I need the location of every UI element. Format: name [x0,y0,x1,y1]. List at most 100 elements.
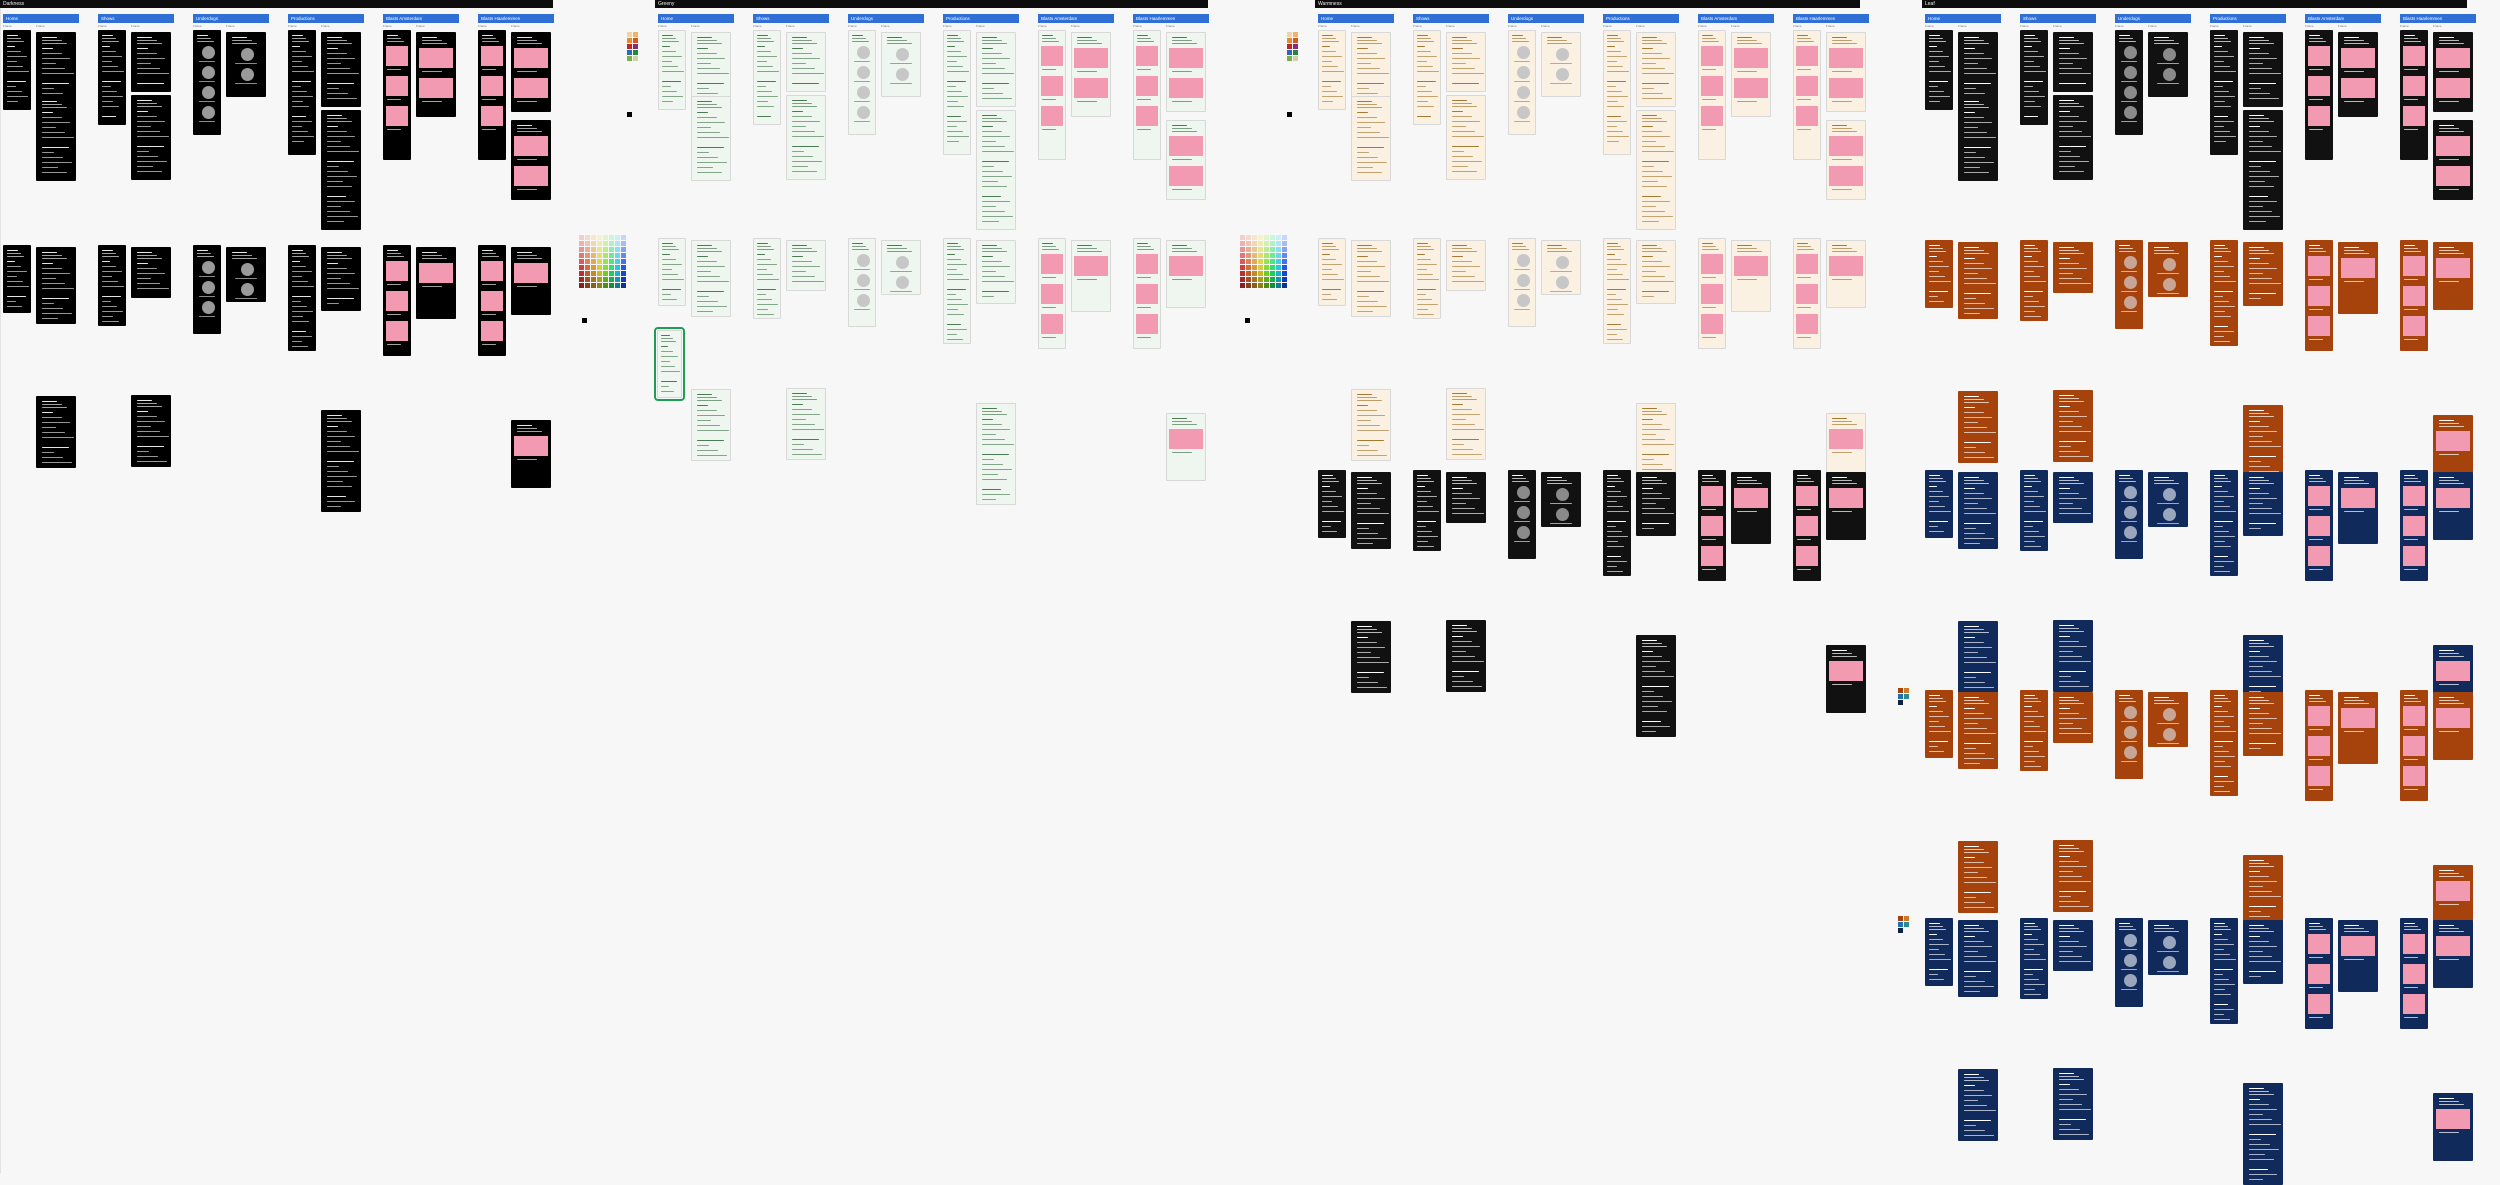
artboard-frame[interactable] [1351,472,1391,549]
page-tab-underdogs[interactable]: Underdogs [193,14,269,23]
color-swatch[interactable] [585,277,590,282]
color-swatch[interactable] [603,271,608,276]
color-swatch[interactable] [621,271,626,276]
color-swatch[interactable] [1270,253,1275,258]
artboard-home[interactable] [658,30,686,110]
artboard-frame[interactable] [1038,238,1066,349]
artboard-frame[interactable] [1446,388,1486,460]
color-swatch[interactable] [1904,922,1909,927]
color-swatch[interactable] [579,241,584,246]
artboard-underdogs[interactable] [1541,32,1581,97]
artboard-frame[interactable] [1351,389,1391,461]
artboard-frame[interactable] [1958,692,1998,769]
color-swatch[interactable] [1258,241,1263,246]
color-swatch[interactable] [585,271,590,276]
artboard-frame[interactable] [131,395,171,467]
artboard-blasts-haarlemmen[interactable] [1133,30,1161,160]
artboard-blasts-haarlemmen[interactable] [1826,120,1866,200]
artboard-frame[interactable] [1958,1069,1998,1141]
artboard-frame[interactable] [658,238,686,306]
artboard-shows[interactable] [1446,32,1486,92]
color-swatch[interactable] [1252,235,1257,240]
color-swatch[interactable] [603,259,608,264]
color-swatch[interactable] [1276,283,1281,288]
color-swatch[interactable] [1276,265,1281,270]
artboard-frame[interactable] [2053,620,2093,692]
artboard-frame[interactable] [36,396,76,468]
color-swatch[interactable] [591,241,596,246]
page-tab-blasts-amsterdam[interactable]: Blasts Amsterdam [1698,14,1774,23]
artboard-frame[interactable] [1413,470,1441,551]
color-swatch[interactable] [579,283,584,288]
color-swatch[interactable] [615,277,620,282]
color-swatch[interactable] [603,241,608,246]
color-swatch[interactable] [615,265,620,270]
artboard-shows[interactable] [2053,32,2093,92]
color-swatch[interactable] [1252,247,1257,252]
color-swatch[interactable] [1246,271,1251,276]
color-swatch[interactable] [1270,271,1275,276]
artboard-frame[interactable] [1166,413,1206,481]
artboard-frame[interactable] [2053,840,2093,912]
color-swatch[interactable] [621,277,626,282]
color-swatch[interactable] [1898,916,1903,921]
color-swatch[interactable] [1270,241,1275,246]
color-swatch[interactable] [1252,253,1257,258]
artboard-frame[interactable] [478,245,506,356]
color-swatch[interactable] [609,247,614,252]
color-swatch[interactable] [1270,277,1275,282]
section-header-green[interactable]: Greeny [655,0,1208,8]
color-swatch[interactable] [1240,265,1245,270]
artboard-frame[interactable] [2115,918,2143,1007]
artboard-frame[interactable] [2115,240,2143,329]
color-swatch[interactable] [609,265,614,270]
color-swatch[interactable] [633,50,638,55]
artboard-frame[interactable] [2433,692,2473,760]
color-swatch[interactable] [1246,277,1251,282]
artboard-frame[interactable] [2243,920,2283,984]
artboard-frame[interactable] [2400,690,2428,801]
color-swatch[interactable] [615,259,620,264]
color-swatch[interactable] [1293,50,1298,55]
artboard-frame[interactable] [2210,918,2238,1024]
artboard-frame[interactable] [3,245,31,313]
color-swatch[interactable] [621,283,626,288]
color-swatch[interactable] [1293,56,1298,61]
color-swatch[interactable] [609,259,614,264]
artboard-frame[interactable] [2305,690,2333,801]
artboard-home[interactable] [36,96,76,181]
artboard-frame[interactable] [2433,242,2473,310]
artboard-productions[interactable] [2243,110,2283,230]
color-swatch[interactable] [1252,283,1257,288]
artboard-shows[interactable] [98,30,126,125]
artboard-blasts-haarlemmen[interactable] [1826,32,1866,112]
color-swatch[interactable] [1264,247,1269,252]
artboard-home[interactable] [691,96,731,181]
color-swatch[interactable] [1276,259,1281,264]
artboard-frame[interactable] [1636,472,1676,536]
color-swatch[interactable] [585,265,590,270]
artboard-frame[interactable] [2053,390,2093,462]
color-swatch-black[interactable] [1287,112,1292,117]
color-swatch[interactable] [603,277,608,282]
color-swatch[interactable] [1270,283,1275,288]
color-swatch[interactable] [1276,253,1281,258]
color-swatch-black[interactable] [582,318,587,323]
color-swatch[interactable] [1264,283,1269,288]
color-swatch[interactable] [1258,253,1263,258]
artboard-blasts-amsterdam[interactable] [1038,30,1066,160]
color-swatch[interactable] [1246,241,1251,246]
page-tab-blasts-haarlemmen[interactable]: Blasts Haarlemmen [478,14,554,23]
color-swatch[interactable] [1904,694,1909,699]
color-swatch[interactable] [615,241,620,246]
color-swatch[interactable] [1246,265,1251,270]
artboard-frame[interactable] [98,245,126,326]
artboard-shows[interactable] [2020,30,2048,125]
color-swatch-black[interactable] [627,112,632,117]
artboard-frame[interactable] [1446,472,1486,523]
artboard-frame[interactable] [1958,841,1998,913]
page-tab-blasts-haarlemmen[interactable]: Blasts Haarlemmen [1133,14,1209,23]
artboard-frame[interactable] [691,389,731,461]
artboard-frame[interactable] [2148,472,2188,527]
artboard-productions[interactable] [2210,30,2238,155]
